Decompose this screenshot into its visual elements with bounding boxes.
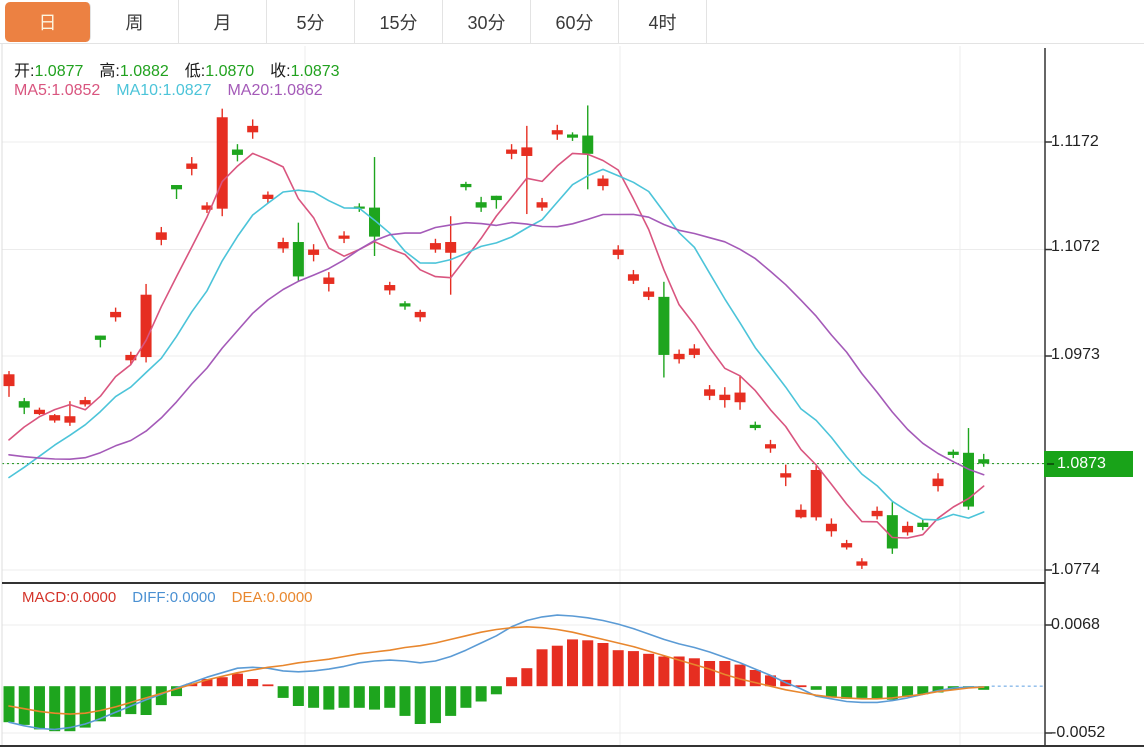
low-label: 低: [184, 63, 206, 80]
high-value: 1.0882 [119, 63, 169, 80]
dea-label: DEA: [231, 589, 267, 606]
current-price-tag: 1.0873 [1044, 451, 1133, 477]
close-label: 收: [270, 63, 291, 80]
macd-value: 0.0000 [70, 589, 117, 606]
diff-value: 0.0000 [169, 589, 216, 606]
open-value: 1.0877 [34, 63, 84, 80]
low-value: 1.0870 [205, 63, 255, 80]
dea-value: 0.0000 [266, 589, 313, 606]
tab-week[interactable]: 周 [91, 0, 179, 43]
ma10-label: MA10: [116, 82, 163, 99]
ma5-value: 1.0852 [51, 82, 101, 99]
ma5-label: MA5: [14, 82, 52, 99]
ma20-label: MA20: [227, 82, 274, 99]
ma-readout: MA5: 1.0852 MA10: 1.0827 MA20: 1.0862 [14, 82, 323, 100]
price-tick-2: 1.1072 [1051, 238, 1100, 255]
ohlc-readout: 开: 1.0877 高: 1.0882 低: 1.0870 收: 1.0873 [14, 57, 340, 81]
price-tick-1: 1.1172 [1051, 133, 1099, 150]
tab-30min[interactable]: 30分 [443, 0, 531, 43]
macd-label: MACD: [22, 589, 71, 606]
period-tabbar: 日 周 月 5分 15分 30分 60分 4时 [0, 0, 1144, 44]
macd-tick-2: -0.0052 [1051, 724, 1106, 741]
tab-day[interactable]: 日 [5, 2, 91, 42]
tab-60min[interactable]: 60分 [531, 0, 619, 43]
diff-label: DIFF: [132, 589, 170, 606]
macd-readout: MACD: 0.0000 DIFF: 0.0000 DEA: 0.0000 [22, 589, 313, 606]
macd-tick-1: 0.0068 [1051, 616, 1100, 633]
tab-5min[interactable]: 5分 [267, 0, 355, 43]
close-value: 1.0873 [290, 63, 340, 80]
tab-4hour[interactable]: 4时 [619, 0, 707, 43]
tab-15min[interactable]: 15分 [355, 0, 443, 43]
ma20-value: 1.0862 [273, 82, 323, 99]
open-label: 开: [14, 63, 35, 80]
tab-month[interactable]: 月 [179, 0, 267, 43]
high-label: 高: [99, 63, 120, 80]
price-tick-5: 1.0774 [1051, 561, 1100, 578]
price-tick-3: 1.0973 [1051, 346, 1100, 363]
ma10-value: 1.0827 [162, 82, 212, 99]
